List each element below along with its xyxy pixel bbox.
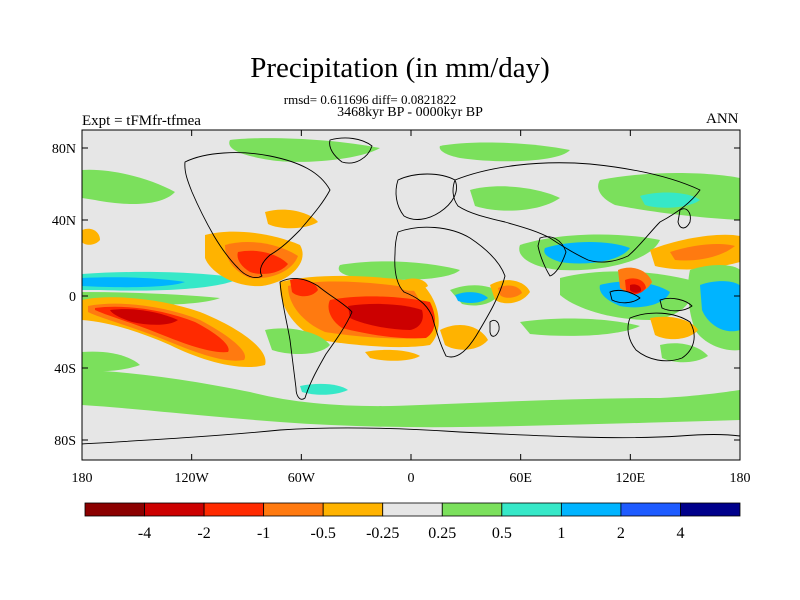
colorbar-swatch (263, 502, 324, 517)
anomaly-region (640, 192, 700, 208)
colorbar-swatch (84, 502, 145, 517)
colorbar-swatch (680, 502, 741, 517)
anomaly-region (265, 328, 330, 355)
anomaly-region (265, 209, 318, 229)
colorbar-label: 2 (617, 525, 625, 542)
lat-tick-label: 80N (52, 142, 76, 157)
colorbar-label: -4 (138, 525, 151, 542)
anomaly-region (237, 250, 288, 274)
coastline-asia (452, 162, 701, 263)
anomaly-region (290, 278, 318, 297)
coastline-africa (394, 226, 506, 358)
anomaly-region (229, 138, 380, 162)
colorbar-swatch (560, 502, 622, 517)
coastline-antarctica (82, 427, 740, 445)
anomaly-region (650, 316, 698, 340)
lon-tick-label: 120W (175, 471, 210, 486)
coastline-madagascar (489, 319, 500, 337)
anomaly-region (520, 318, 640, 336)
colorbar-label: -2 (197, 525, 210, 542)
colorbar-label: -0.5 (311, 525, 336, 542)
stats-line: rmsd= 0.611696 diff= 0.0821822 (283, 92, 457, 107)
coastlines (82, 137, 740, 445)
anomaly-region (670, 244, 735, 261)
colorbar-swatch (144, 502, 205, 517)
colorbar-swatch (382, 502, 443, 517)
lon-tick-label: 60W (288, 471, 316, 486)
lat-tick-label: 80S (54, 434, 76, 449)
lon-tick-label: 60E (509, 471, 532, 486)
colorbar-swatch (322, 502, 384, 517)
anomaly-region (82, 169, 175, 204)
colorbar-swatch (441, 502, 503, 517)
experiment-label: Expt = tFMfr-tfmea (82, 113, 201, 129)
coastline-india (537, 236, 567, 277)
lon-tick-label: 180 (72, 471, 93, 486)
colorbar-swatch (203, 502, 265, 517)
anomaly-region (82, 228, 100, 245)
anomaly-region (82, 351, 140, 372)
plot-title: Precipitation (in mm/day) (250, 52, 550, 84)
lon-tick-label: 120E (616, 471, 646, 486)
colorbar-swatch (501, 502, 562, 517)
period-line: 3468kyr BP - 0000kyr BP (337, 105, 483, 120)
colorbar-label: 1 (557, 525, 565, 542)
anomaly-region (82, 370, 740, 428)
axis-ticks: 80N 40N 0 40S 80S 180 120W 60W 0 60E 120E 180 (52, 130, 751, 486)
coastline-south-america (279, 278, 353, 400)
map-panel: 80N 40N 0 40S 80S 180 120W 60W 0 60E 120E 180 (52, 129, 751, 486)
lat-tick-label: 0 (69, 290, 76, 305)
anomaly-region (338, 261, 460, 280)
anomaly-region (544, 242, 630, 264)
colorbar-label: -1 (257, 525, 270, 542)
anomaly-region (400, 278, 428, 291)
lat-tick-label: 40S (54, 362, 76, 377)
season-label: ANN (706, 111, 739, 127)
anomaly-region (470, 186, 560, 211)
colorbar-label: 0.25 (428, 525, 456, 542)
anomaly-region (440, 325, 488, 350)
anomaly-region (348, 303, 423, 330)
coastline-north-america (184, 152, 331, 279)
lon-tick-label: 0 (408, 471, 415, 486)
lon-tick-label: 180 (730, 471, 751, 486)
coastline-greenland (329, 137, 373, 164)
anomaly-region (300, 383, 348, 395)
coastline-japan (677, 208, 691, 229)
anomaly-region (700, 281, 740, 332)
anomaly-region (365, 349, 420, 361)
anomaly-region (110, 309, 178, 325)
precip-anomaly-field (82, 138, 740, 428)
anomaly-region (630, 284, 642, 293)
coastline-new-guinea (659, 297, 693, 312)
colorbar-label: -0.25 (366, 525, 399, 542)
anomaly-region (82, 277, 185, 288)
coastline-europe (395, 173, 457, 220)
anomaly-region (439, 142, 570, 162)
lat-tick-label: 40N (52, 214, 76, 229)
coastline-indonesia (609, 289, 641, 304)
colorbar: -4 -2 -1 -0.5 -0.25 0.25 0.5 1 2 4 (84, 502, 741, 542)
colorbar-label: 0.5 (492, 525, 512, 542)
colorbar-label: 4 (676, 525, 684, 542)
coastline-australia (627, 312, 695, 362)
colorbar-swatch (620, 502, 681, 517)
anomaly-region (455, 292, 488, 303)
anomaly-region (660, 343, 708, 363)
anomaly-region (498, 285, 522, 298)
